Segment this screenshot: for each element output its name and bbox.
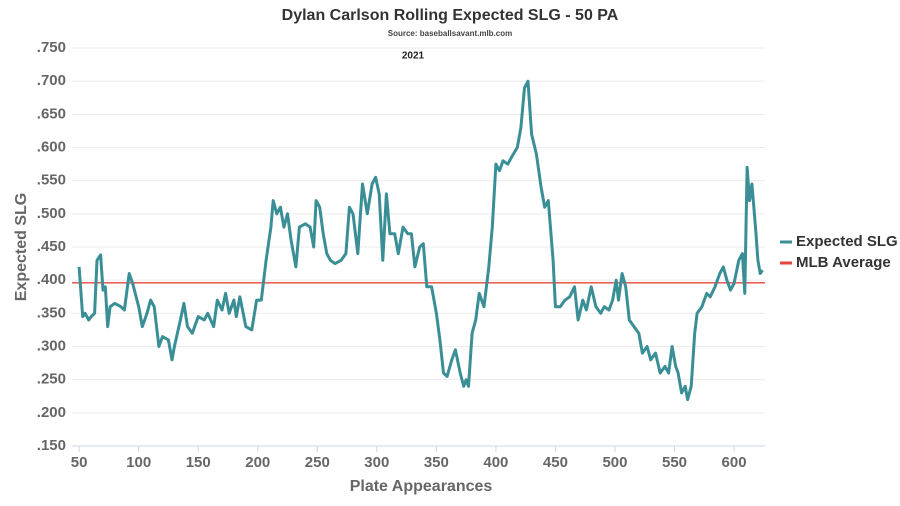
x-tick-label: 250 — [305, 454, 330, 471]
chart-subtitle: Source: baseballsavant.mlb.com — [388, 29, 513, 38]
y-tick-label: .200 — [37, 404, 66, 421]
x-tick-label: 600 — [722, 454, 747, 471]
legend-label: MLB Average — [796, 254, 891, 271]
y-tick-label: .650 — [37, 105, 66, 122]
x-tick-label: 200 — [245, 454, 270, 471]
x-tick-label: 500 — [602, 454, 627, 471]
x-tick-label: 350 — [424, 454, 449, 471]
y-tick-label: .150 — [37, 437, 66, 454]
x-tick-label: 450 — [543, 454, 568, 471]
data-line — [77, 79, 764, 402]
x-tick-label: 550 — [662, 454, 687, 471]
x-tick-label: 300 — [364, 454, 389, 471]
y-tick-label: .350 — [37, 304, 66, 321]
y-tick-label: .750 — [37, 39, 66, 56]
y-tick-label: .600 — [37, 138, 66, 155]
x-tick-label: 100 — [126, 454, 151, 471]
x-tick-label: 400 — [483, 454, 508, 471]
annotation: 2021 — [402, 51, 425, 62]
y-tick-label: .550 — [37, 172, 66, 189]
legend-label: Expected SLG — [796, 233, 898, 250]
x-axis-label: Plate Appearances — [350, 478, 493, 495]
y-tick-label: .400 — [37, 271, 66, 288]
y-tick-label: .500 — [37, 205, 66, 222]
y-tick-label: .300 — [37, 337, 66, 354]
x-tick-label: 150 — [186, 454, 211, 471]
y-tick-label: .450 — [37, 238, 66, 255]
y-tick-label: .700 — [37, 72, 66, 89]
y-tick-label: .250 — [37, 371, 66, 388]
y-axis-label: Expected SLG — [13, 193, 30, 301]
chart-title: Dylan Carlson Rolling Expected SLG - 50 … — [282, 7, 619, 24]
x-tick-label: 50 — [71, 454, 88, 471]
